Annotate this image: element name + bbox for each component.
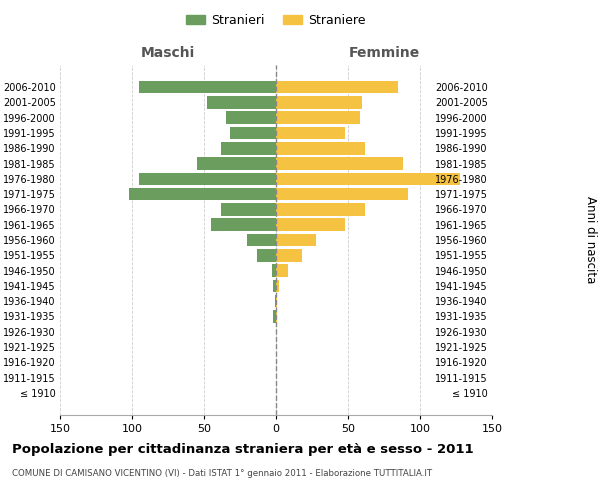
Bar bbox=[276, 310, 277, 322]
Text: COMUNE DI CAMISANO VICENTINO (VI) - Dati ISTAT 1° gennaio 2011 - Elaborazione TU: COMUNE DI CAMISANO VICENTINO (VI) - Dati… bbox=[12, 469, 432, 478]
Bar bbox=[207, 96, 276, 108]
Text: Femmine: Femmine bbox=[349, 46, 419, 60]
Bar bbox=[275, 295, 276, 308]
Bar bbox=[221, 142, 276, 154]
Bar bbox=[257, 249, 276, 262]
Legend: Stranieri, Straniere: Stranieri, Straniere bbox=[181, 8, 371, 32]
Bar bbox=[276, 280, 279, 292]
Bar bbox=[247, 234, 276, 246]
Bar bbox=[276, 127, 345, 140]
Bar bbox=[273, 280, 276, 292]
Bar bbox=[276, 249, 302, 262]
Bar bbox=[273, 310, 276, 322]
Text: Anni di nascita: Anni di nascita bbox=[584, 196, 597, 284]
Bar bbox=[276, 81, 398, 94]
Bar bbox=[276, 295, 277, 308]
Bar bbox=[276, 142, 365, 154]
Bar bbox=[272, 264, 276, 277]
Bar bbox=[230, 127, 276, 140]
Text: Maschi: Maschi bbox=[141, 46, 195, 60]
Bar bbox=[276, 218, 345, 231]
Bar bbox=[276, 203, 365, 215]
Bar bbox=[276, 112, 359, 124]
Bar bbox=[276, 264, 287, 277]
Bar bbox=[139, 172, 276, 185]
Bar bbox=[197, 158, 276, 170]
Bar bbox=[211, 218, 276, 231]
Bar bbox=[276, 172, 460, 185]
Bar bbox=[226, 112, 276, 124]
Bar bbox=[276, 188, 409, 200]
Bar bbox=[221, 203, 276, 215]
Bar bbox=[139, 81, 276, 94]
Bar bbox=[276, 234, 316, 246]
Bar bbox=[129, 188, 276, 200]
Text: Popolazione per cittadinanza straniera per età e sesso - 2011: Popolazione per cittadinanza straniera p… bbox=[12, 442, 473, 456]
Bar bbox=[276, 96, 362, 108]
Bar bbox=[276, 158, 403, 170]
